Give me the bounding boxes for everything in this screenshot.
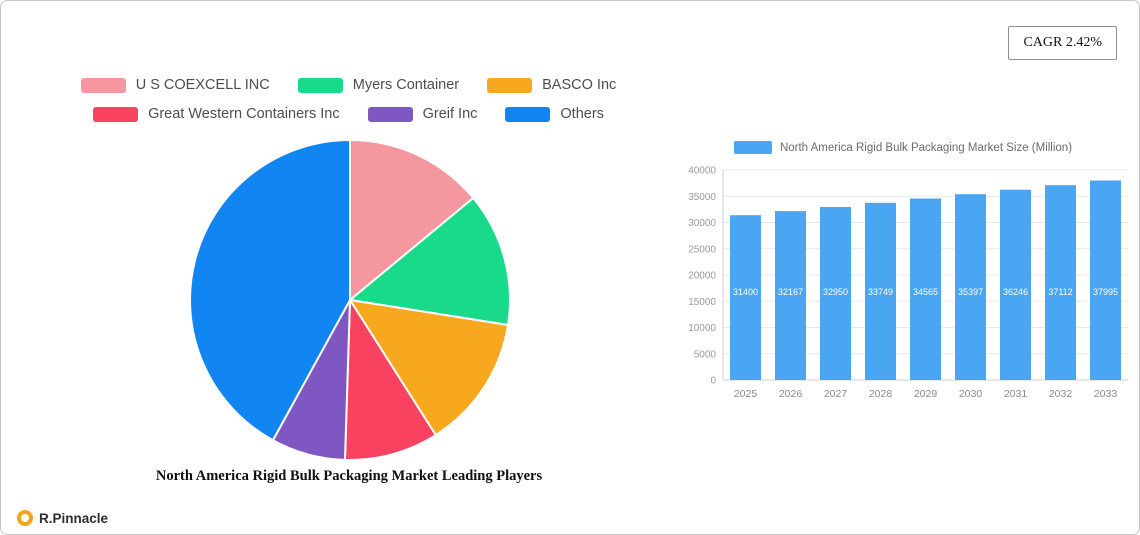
legend-item-myers-container: Myers Container <box>297 77 460 93</box>
bar-2031 <box>1000 189 1031 380</box>
brand-logo-icon <box>17 510 33 526</box>
pie-slice-3 <box>347 298 510 437</box>
legend-swatch <box>505 106 551 122</box>
x-tick-label: 2032 <box>1049 388 1073 400</box>
x-tick-label: 2033 <box>1094 388 1118 400</box>
legend-swatch <box>487 77 533 93</box>
y-tick-label: 30000 <box>688 218 716 229</box>
bar-2030 <box>955 194 986 380</box>
legend-swatch <box>93 106 139 122</box>
brand-logo-text: R.Pinnacle <box>39 510 109 526</box>
y-tick-label: 10000 <box>688 323 716 334</box>
x-tick-label: 2027 <box>824 388 848 400</box>
legend-label: Myers Container <box>352 77 460 93</box>
bar-2027 <box>820 207 851 380</box>
bar-value-label: 32950 <box>823 287 848 297</box>
bar-value-label: 33749 <box>868 287 893 297</box>
legend-swatch <box>367 106 413 122</box>
legend-swatch <box>80 77 126 93</box>
bar-2028 <box>865 202 896 380</box>
legend-label: Great Western Containers Inc <box>148 106 340 122</box>
pie-legend: U S COEXCELL INC Myers Container BASCO I… <box>41 77 656 122</box>
bar-2026 <box>775 211 806 380</box>
legend-swatch <box>297 77 343 93</box>
x-tick-label: 2029 <box>914 388 938 400</box>
bar-value-label: 34565 <box>913 287 938 297</box>
legend-label: U S COEXCELL INC <box>135 77 270 93</box>
bar-2025 <box>730 215 761 380</box>
legend-item-basco: BASCO Inc <box>487 77 616 93</box>
bar-2029 <box>910 198 941 380</box>
legend-item-greif: Greif Inc <box>367 106 478 122</box>
x-tick-label: 2028 <box>869 388 893 400</box>
bar-chart-legend: North America Rigid Bulk Packaging Marke… <box>673 141 1133 154</box>
legend-label: Others <box>560 106 604 122</box>
x-tick-label: 2030 <box>959 388 983 400</box>
bar-value-label: 35397 <box>958 287 983 297</box>
pie-legend-row-2: Great Western Containers Inc Greif Inc O… <box>93 106 604 122</box>
bar-value-label: 31400 <box>733 287 758 297</box>
pie-chart-area <box>187 137 513 463</box>
legend-item-great-western: Great Western Containers Inc <box>93 106 340 122</box>
x-tick-label: 2031 <box>1004 388 1028 400</box>
cagr-badge: CAGR 2.42% <box>1008 26 1117 60</box>
y-tick-label: 5000 <box>694 349 717 360</box>
bar-value-label: 32167 <box>778 287 803 297</box>
pie-slice-6 <box>189 138 351 442</box>
legend-label: BASCO Inc <box>542 77 617 93</box>
pie-chart-title: North America Rigid Bulk Packaging Marke… <box>155 468 543 484</box>
legend-label: Greif Inc <box>422 106 478 122</box>
bar-chart-area: North America Rigid Bulk Packaging Marke… <box>673 141 1133 413</box>
pie-slice-2 <box>347 196 511 327</box>
pie-slice-1 <box>349 138 475 303</box>
bar-legend-label: North America Rigid Bulk Packaging Marke… <box>779 141 1073 154</box>
bar-value-label: 36246 <box>1003 287 1028 297</box>
pie-chart <box>189 138 511 461</box>
x-tick-label: 2025 <box>734 388 758 400</box>
x-tick-label: 2026 <box>779 388 803 400</box>
y-tick-label: 25000 <box>688 244 716 255</box>
bar-value-label: 37112 <box>1048 287 1072 297</box>
legend-item-us-coexcell: U S COEXCELL INC <box>80 77 270 93</box>
y-tick-label: 40000 <box>688 166 716 177</box>
bar-2033 <box>1090 180 1121 380</box>
bar-chart: 0 5000 10000 15000 20000 25000 30000 35000 40000… <box>688 166 1128 400</box>
y-tick-label: 20000 <box>688 271 716 282</box>
brand-logo: R.Pinnacle <box>17 510 108 526</box>
bar-2032 <box>1045 185 1076 380</box>
bar-value-label: 37995 <box>1093 287 1118 297</box>
pie-slice-4 <box>343 296 438 461</box>
y-tick-label: 35000 <box>688 192 716 203</box>
legend-item-others: Others <box>505 106 604 122</box>
y-tick-label: 15000 <box>688 297 716 308</box>
y-tick-label: 0 <box>710 376 716 387</box>
bar-legend-swatch <box>733 141 772 154</box>
pie-legend-row-1: U S COEXCELL INC Myers Container BASCO I… <box>80 77 616 93</box>
